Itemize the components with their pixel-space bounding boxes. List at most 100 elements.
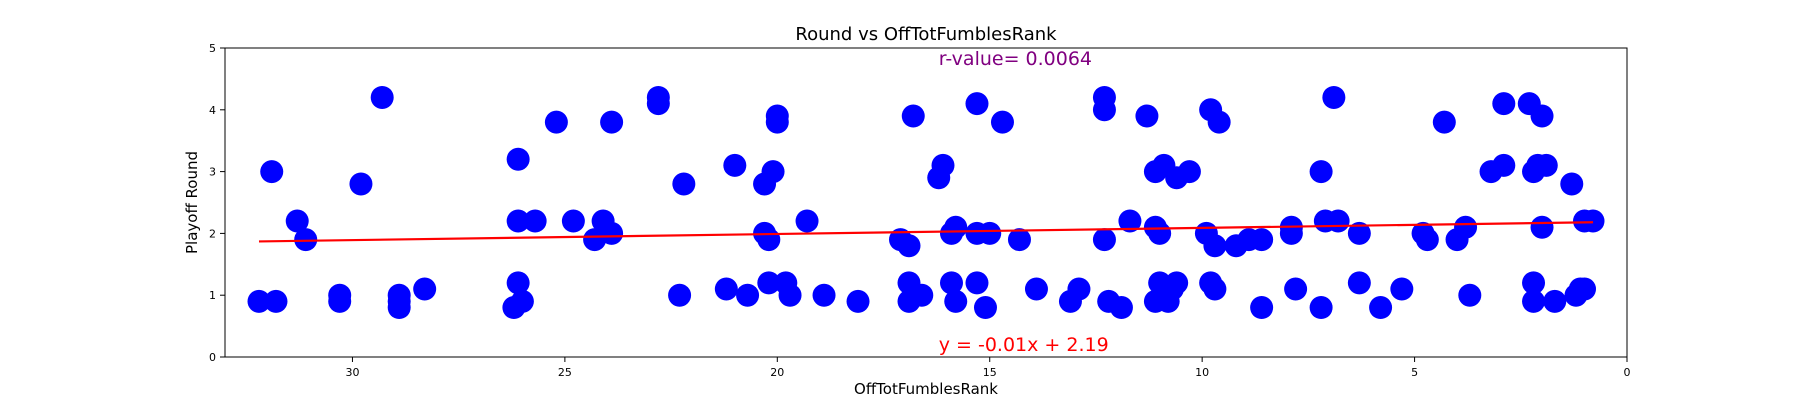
data-point — [1530, 104, 1554, 128]
regression-line — [258, 221, 1594, 243]
data-point — [510, 289, 534, 313]
plot-area-frame — [224, 47, 1628, 358]
x-tick-label: 10 — [1195, 366, 1209, 379]
points-layer — [247, 85, 1605, 320]
data-point — [846, 289, 870, 313]
data-point — [1067, 277, 1091, 301]
data-point — [1165, 271, 1189, 295]
data-point — [506, 271, 530, 295]
data-point — [294, 228, 318, 252]
data-point — [1492, 153, 1516, 177]
data-point — [672, 172, 696, 196]
data-point — [1284, 277, 1308, 301]
data-point — [1560, 172, 1584, 196]
y-axis: 0 1 2 3 4 5 — [209, 42, 225, 364]
data-point — [413, 277, 437, 301]
data-point — [247, 289, 271, 313]
x-tick-label: 20 — [770, 366, 784, 379]
data-point — [1177, 160, 1201, 184]
x-axis-title: OffTotFumblesRank — [854, 380, 998, 398]
data-point — [328, 289, 352, 313]
data-point — [544, 110, 568, 134]
data-point — [757, 228, 781, 252]
y-tick-label: 2 — [209, 227, 216, 240]
x-tick-label: 5 — [1411, 366, 1418, 379]
data-point — [1522, 271, 1546, 295]
data-point — [506, 209, 530, 233]
data-point — [1543, 289, 1567, 313]
data-point — [1454, 215, 1478, 239]
regression-equation-annotation: y = -0.01x + 2.19 — [939, 334, 1109, 356]
data-point — [646, 92, 670, 116]
data-point — [939, 271, 963, 295]
data-point — [1203, 277, 1227, 301]
data-point — [1326, 209, 1350, 233]
x-tick-label: 30 — [345, 366, 359, 379]
data-point — [600, 221, 624, 245]
data-point — [668, 283, 692, 307]
data-point — [1250, 296, 1274, 320]
data-point — [1148, 221, 1172, 245]
y-tick-label: 4 — [209, 104, 216, 117]
data-point — [285, 209, 309, 233]
data-point — [812, 283, 836, 307]
data-point — [757, 271, 781, 295]
data-point — [1309, 160, 1333, 184]
data-point — [1492, 92, 1516, 116]
fit-line-layer — [258, 221, 1594, 243]
data-point — [1530, 215, 1554, 239]
r-value-annotation: r-value= 0.0064 — [939, 48, 1092, 70]
chart-title: Round vs OffTotFumblesRank — [795, 24, 1057, 45]
data-point — [1573, 277, 1597, 301]
x-tick-label: 25 — [558, 366, 572, 379]
data-point — [761, 160, 785, 184]
data-point — [1250, 228, 1274, 252]
data-point — [1581, 209, 1605, 233]
y-tick-label: 5 — [209, 42, 216, 55]
data-point — [387, 296, 411, 320]
data-point — [1203, 234, 1227, 258]
data-point — [978, 221, 1002, 245]
data-point — [264, 289, 288, 313]
data-point — [1534, 153, 1558, 177]
data-point — [795, 209, 819, 233]
data-point — [1458, 283, 1482, 307]
y-axis-title: Playoff Round — [183, 151, 201, 254]
data-point — [931, 153, 955, 177]
x-axis: 30 25 20 15 10 5 0 — [345, 357, 1631, 379]
y-tick-label: 1 — [209, 289, 216, 302]
data-point — [561, 209, 585, 233]
data-point — [910, 283, 934, 307]
data-point — [778, 283, 802, 307]
data-point — [973, 296, 997, 320]
data-point — [944, 215, 968, 239]
data-point — [1279, 221, 1303, 245]
data-point — [965, 92, 989, 116]
data-point — [1309, 296, 1333, 320]
data-point — [370, 85, 394, 109]
data-point — [765, 110, 789, 134]
data-point — [1322, 85, 1346, 109]
data-point — [1118, 209, 1142, 233]
x-tick-label: 15 — [983, 366, 997, 379]
data-point — [901, 104, 925, 128]
data-point — [506, 147, 530, 171]
data-point — [523, 209, 547, 233]
data-point — [897, 234, 921, 258]
data-point — [1347, 221, 1371, 245]
data-point — [1522, 289, 1546, 313]
data-point — [1024, 277, 1048, 301]
data-point — [1092, 228, 1116, 252]
data-point — [1207, 110, 1231, 134]
data-point — [1432, 110, 1456, 134]
data-point — [944, 289, 968, 313]
y-tick-label: 0 — [209, 351, 216, 364]
y-tick-label: 3 — [209, 166, 216, 179]
data-point — [1415, 228, 1439, 252]
data-point — [1369, 296, 1393, 320]
data-point — [349, 172, 373, 196]
x-tick-label: 0 — [1624, 366, 1631, 379]
data-point — [1390, 277, 1414, 301]
